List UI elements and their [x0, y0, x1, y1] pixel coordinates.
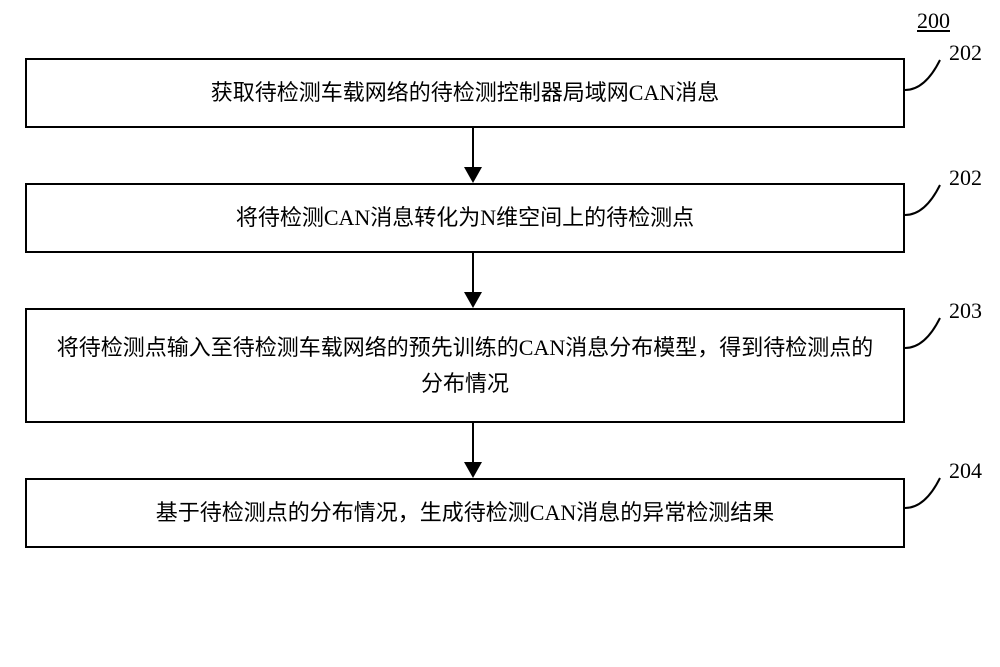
step-label-3: 203 [949, 298, 982, 324]
step-label-2: 202 [949, 165, 982, 191]
step-label-4: 204 [949, 458, 982, 484]
flow-step-3: 将待检测点输入至待检测车载网络的预先训练的CAN消息分布模型，得到待检测点的分布… [25, 308, 905, 423]
flow-step-1-text: 获取待检测车载网络的待检测控制器局域网CAN消息 [211, 75, 719, 110]
arrow-2 [463, 253, 483, 308]
flow-step-1: 获取待检测车载网络的待检测控制器局域网CAN消息 [25, 58, 905, 128]
flow-step-2: 将待检测CAN消息转化为N维空间上的待检测点 [25, 183, 905, 253]
flow-step-3-text: 将待检测点输入至待检测车载网络的预先训练的CAN消息分布模型，得到待检测点的分布… [47, 330, 883, 400]
flow-step-2-text: 将待检测CAN消息转化为N维空间上的待检测点 [236, 200, 694, 235]
diagram-number: 200 [917, 8, 950, 34]
flow-step-4-text: 基于待检测点的分布情况，生成待检测CAN消息的异常检测结果 [156, 495, 774, 530]
arrow-3 [463, 423, 483, 478]
arrow-1 [463, 128, 483, 183]
step-label-1: 202 [949, 40, 982, 66]
flow-step-4: 基于待检测点的分布情况，生成待检测CAN消息的异常检测结果 [25, 478, 905, 548]
